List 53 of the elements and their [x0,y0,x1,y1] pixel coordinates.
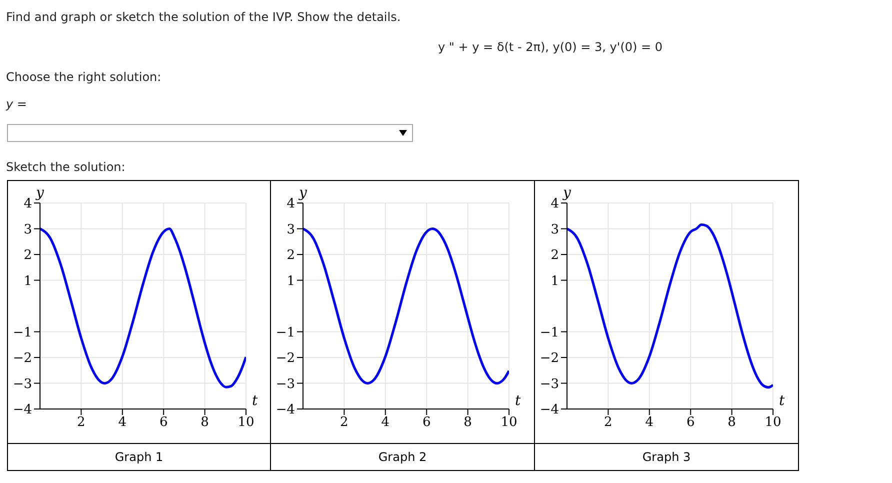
y-tick-label: 3 [286,222,295,238]
y-tick-label: 1 [24,274,32,289]
y-tick-label: 4 [24,196,32,212]
x-tick-label: 2 [340,415,348,430]
x-tick-label: 4 [381,415,390,430]
caption: Graph 2 [271,443,534,470]
y-tick-label: 2 [550,248,559,264]
y-tick-label: −1 [276,325,295,340]
y-axis-title: y [35,185,46,201]
x-tick-label: 2 [77,415,86,430]
x-axis-title: t [779,393,785,409]
x-tick-label: 8 [464,415,472,430]
y-tick-label: −3 [540,376,559,392]
text: Sketch the solution: [6,160,126,174]
y-tick-label: −1 [12,325,32,340]
y-axis-title: y [298,185,308,201]
x-axis-title: t [252,393,258,409]
text: Choose the right solution: [6,70,162,84]
y-tick-label: −4 [12,402,32,418]
text: y " + y = δ(t - 2π), y(0) = 3, y'(0) = 0 [438,40,663,54]
y-axis-title: y [562,185,572,201]
x-tick-label: 10 [500,415,518,430]
x-tick-label: 8 [200,415,209,430]
y-tick-label: −3 [12,376,32,392]
x-tick-label: 6 [159,415,168,430]
x-tick-label: 10 [238,415,254,430]
y-tick-label: −3 [276,376,295,392]
y-tick-label: −2 [276,351,295,366]
x-tick-label: 6 [422,415,431,430]
y-tick-label: 2 [24,248,32,264]
y-tick-label: −4 [540,402,559,418]
y-tick-label: 1 [550,274,559,289]
x-tick-label: 4 [645,415,654,430]
y-tick-label: −2 [12,351,32,366]
y-tick-label: 2 [286,248,295,264]
chart-title: Find and graph or sketch the solution of the IVP. Show the details. [6,10,401,24]
x-tick-label: 4 [118,415,127,430]
caption: Graph 1 [8,443,270,470]
caption: Graph 3 [535,443,798,470]
y-tick-label: 3 [550,222,559,238]
y-tick-label: 4 [550,196,559,212]
x-tick-label: 2 [604,415,612,430]
y-tick-label: 3 [24,222,32,238]
text: y = [6,97,27,111]
y-tick-label: −2 [540,351,559,366]
x-tick-label: 6 [686,415,695,430]
y-tick-label: −1 [540,325,559,340]
y-tick-label: 1 [286,274,295,289]
x-tick-label: 10 [764,415,782,430]
x-tick-label: 8 [728,415,736,430]
y-tick-label: −4 [276,402,295,418]
x-axis-title: t [515,393,521,409]
y-tick-label: 4 [286,196,295,212]
